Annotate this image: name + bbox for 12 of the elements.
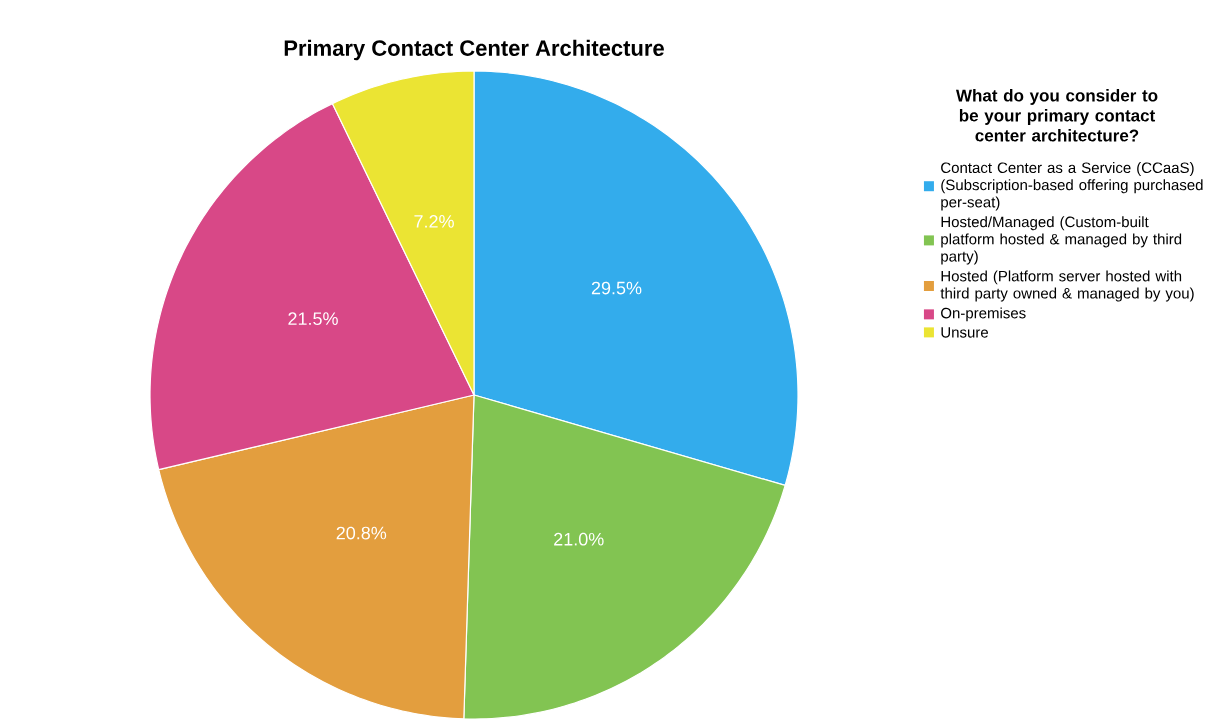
legend-label: Contact Center as a Service (CCaaS) (Subscription-based offering purchased per-seat) — [941, 162, 1203, 211]
data-label: 20.8% — [336, 526, 387, 540]
legend-label: On-premises — [941, 307, 1026, 322]
legend-label: Hosted/Managed (Custom-built platform hosted & managed by third party) — [941, 216, 1182, 265]
data-label: 21.0% — [554, 532, 604, 546]
legend-label: Hosted (Platform server hosted with third party owned & managed by you) — [940, 270, 1194, 302]
legend-label: Unsure — [941, 327, 989, 338]
legend-title: What do you consider to be your primary contact center architecture? — [955, 89, 1158, 142]
data-label: 7.2% — [414, 215, 454, 228]
chart-title: Primary Contact Center Architecture — [284, 39, 664, 61]
data-label: 29.5% — [591, 281, 642, 295]
data-label: 21.5% — [288, 312, 338, 326]
